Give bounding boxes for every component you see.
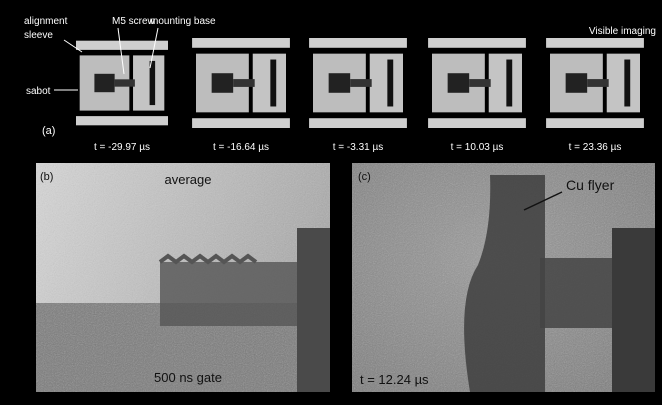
- arrows: [54, 27, 159, 91]
- annotation: sabot: [26, 86, 51, 97]
- time-labels: t = -29.97 µs t = -16.64 µs t = -3.31 µs…: [94, 142, 621, 153]
- panel-a: alignment sleeve M5 screw mounting base …: [24, 16, 656, 153]
- time-label: t = 10.03 µs: [451, 142, 504, 153]
- time-label: t = -16.64 µs: [213, 142, 269, 153]
- arrow: [523, 191, 563, 211]
- time-label: t = -3.31 µs: [333, 142, 384, 153]
- frame: [76, 40, 168, 126]
- panel-c: (c) Cu flyer t = 12.24 µs: [352, 163, 655, 392]
- annotation: Cu flyer: [566, 177, 615, 193]
- mode-label: Visible imaging: [589, 26, 656, 37]
- time-label: t = 23.36 µs: [569, 142, 622, 153]
- annotation: M5 screw: [112, 16, 156, 27]
- time-label: t = 12.24 µs: [360, 372, 429, 387]
- time-label: t = -29.97 µs: [94, 142, 150, 153]
- panel-text: average: [165, 172, 212, 187]
- annotation: alignment: [24, 16, 68, 27]
- panel-label: (b): [40, 171, 53, 183]
- annotation: sleeve: [24, 30, 53, 41]
- frame: [428, 38, 526, 128]
- annotation: mounting base: [150, 16, 216, 27]
- frame: [546, 38, 644, 128]
- panel-label: (a): [42, 125, 55, 137]
- panel-text: 500 ns gate: [154, 370, 222, 385]
- frame: [309, 38, 407, 128]
- panel-label: (c): [358, 171, 371, 183]
- frame: [192, 38, 290, 128]
- panel-b: (b) average 500 ns gate: [36, 163, 330, 392]
